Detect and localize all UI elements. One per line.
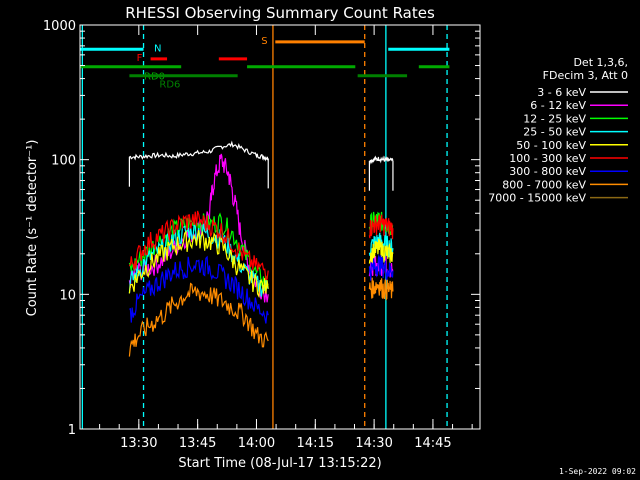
series-line-0-seg-0 (129, 140, 269, 162)
series-line-6-seg-0 (129, 255, 269, 324)
legend-label-3: 25 - 50 keV (523, 126, 586, 139)
legend-label-2: 12 - 25 keV (523, 112, 586, 125)
legend-header-line-2: FDecim 3, Att 0 (543, 69, 628, 82)
legend-label-1: 6 - 12 keV (530, 99, 586, 112)
legend-label-0: 3 - 6 keV (537, 86, 586, 99)
y-tick-label-1: 10 (59, 288, 76, 303)
legend-label-4: 50 - 100 keV (516, 139, 586, 152)
series-line-6-seg-1 (368, 254, 394, 282)
x-tick-label-5: 14:45 (414, 436, 451, 451)
flag-label-f: F (137, 53, 143, 64)
flag-label-n: N (154, 43, 161, 54)
series-line-5-seg-0 (128, 210, 269, 281)
x-tick-label-2: 14:00 (238, 436, 275, 451)
plot-frame (79, 24, 481, 430)
legend-label-5: 100 - 300 keV (509, 152, 586, 165)
x-tick-label-4: 14:30 (355, 436, 392, 451)
flag-label-rd6: RD6 (159, 80, 180, 91)
y-tick-label-0: 1 (68, 423, 76, 438)
series-line-7-seg-0 (128, 282, 269, 357)
axes: 1 10 100 1000 13:30 13:45 14:00 14:15 14:30 14:45 (43, 19, 481, 451)
x-tick-label-3: 14:15 (297, 436, 334, 451)
legend-label-8: 7000 - 15000 keV (488, 192, 586, 205)
plot-area: NFSRD0RD6 (80, 25, 450, 429)
series-line-4-seg-0 (128, 229, 269, 299)
legend-label-6: 300 - 800 keV (509, 165, 586, 178)
y-tick-label-3: 1000 (43, 19, 76, 34)
y-tick-label-2: 100 (51, 154, 76, 169)
x-axis-label: Start Time (08-Jul-17 13:15:22) (178, 456, 381, 471)
date-stamp: 1-Sep-2022 09:02 (559, 467, 636, 476)
series-line-5-seg-1 (368, 214, 394, 240)
series-line-0-seg-1 (368, 155, 394, 165)
x-tick-label-1: 13:45 (179, 436, 216, 451)
y-axis-label: Count Rate (s⁻¹ detector⁻¹) (25, 140, 40, 317)
series-line-7-seg-1 (368, 277, 394, 301)
legend-label-7: 800 - 7000 keV (502, 178, 586, 191)
x-tick-label-0: 13:30 (120, 436, 157, 451)
legend-header-line-1: Det 1,3,6, (573, 56, 628, 69)
chart-title: RHESSI Observing Summary Count Rates (125, 4, 435, 22)
flag-label-s: S (261, 36, 267, 47)
